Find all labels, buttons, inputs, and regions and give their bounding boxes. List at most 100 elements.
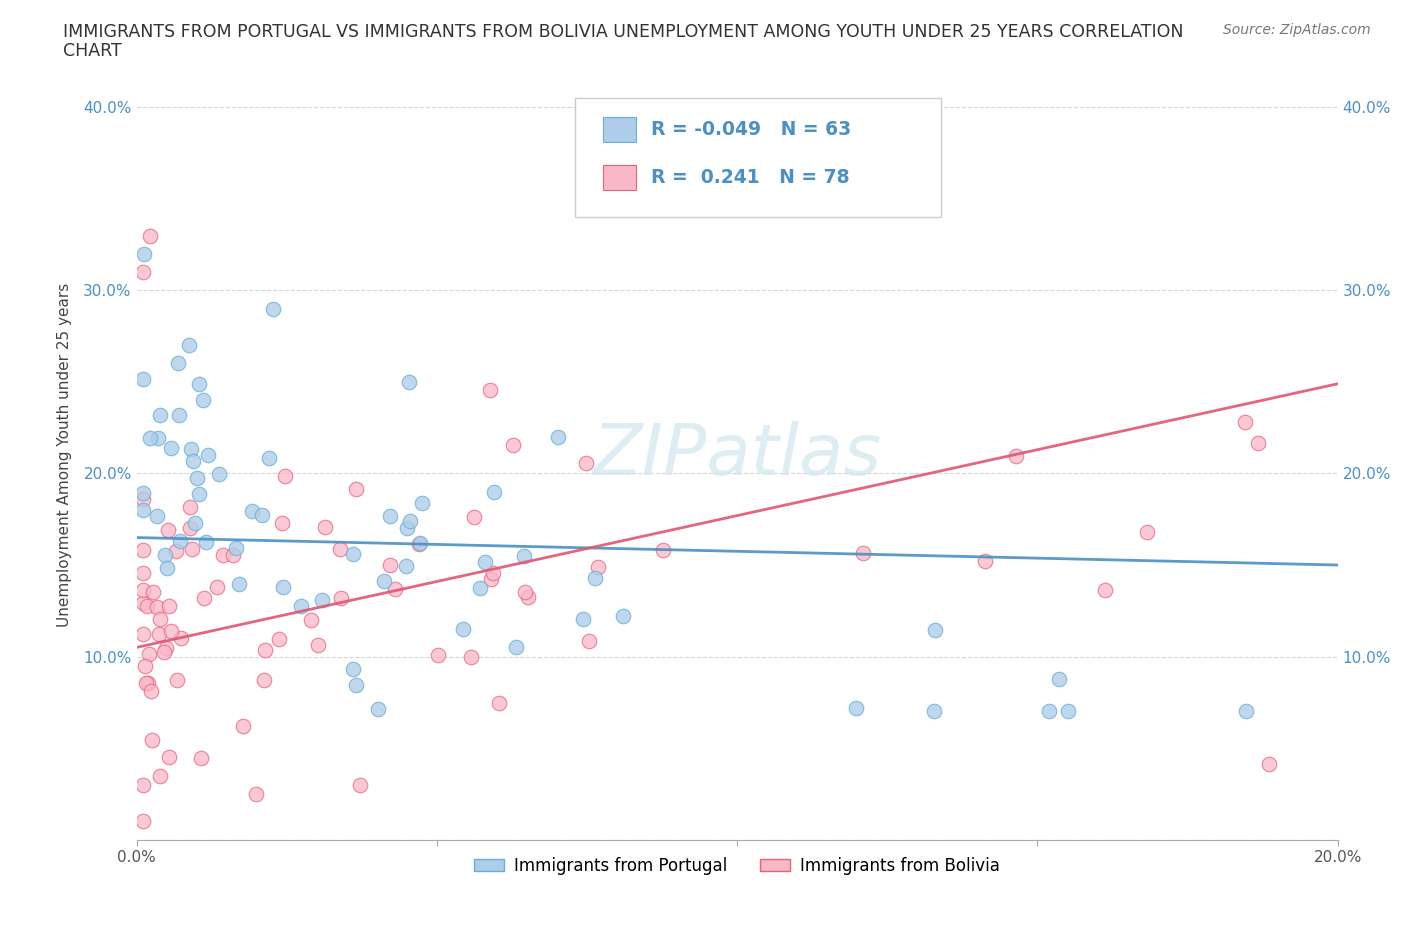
Point bbox=[547, 430, 569, 445]
Point bbox=[290, 599, 312, 614]
Point bbox=[169, 534, 191, 549]
Point bbox=[612, 608, 634, 623]
Point bbox=[505, 640, 527, 655]
Point bbox=[131, 542, 153, 557]
Point bbox=[344, 482, 367, 497]
Point bbox=[146, 509, 169, 524]
Point bbox=[384, 582, 406, 597]
Point bbox=[516, 590, 538, 604]
FancyBboxPatch shape bbox=[603, 166, 637, 190]
Text: CHART: CHART bbox=[63, 42, 122, 60]
Point bbox=[142, 585, 165, 600]
Point bbox=[252, 672, 274, 687]
Point bbox=[488, 695, 510, 710]
Point bbox=[183, 453, 205, 468]
Point bbox=[426, 647, 449, 662]
Point bbox=[222, 548, 245, 563]
Point bbox=[136, 599, 159, 614]
Point bbox=[253, 643, 276, 658]
Point bbox=[463, 510, 485, 525]
Point bbox=[148, 430, 170, 445]
Point bbox=[245, 787, 267, 802]
Point bbox=[193, 393, 215, 408]
Point bbox=[922, 704, 945, 719]
Point bbox=[262, 301, 284, 316]
Point bbox=[460, 650, 482, 665]
Text: R =  0.241   N = 78: R = 0.241 N = 78 bbox=[651, 168, 849, 187]
Point bbox=[157, 599, 180, 614]
Point bbox=[1234, 415, 1257, 430]
Point bbox=[513, 584, 536, 599]
Point bbox=[1094, 583, 1116, 598]
Point bbox=[267, 631, 290, 646]
Point bbox=[1258, 757, 1281, 772]
Point bbox=[131, 814, 153, 829]
Point bbox=[270, 515, 292, 530]
Point bbox=[242, 504, 264, 519]
Point bbox=[329, 541, 352, 556]
Point bbox=[651, 542, 673, 557]
Point bbox=[159, 440, 181, 455]
Point bbox=[149, 768, 172, 783]
Point bbox=[924, 622, 946, 637]
Point bbox=[1038, 704, 1060, 719]
Point bbox=[132, 502, 155, 517]
Point bbox=[845, 700, 868, 715]
Point bbox=[574, 456, 596, 471]
Point bbox=[131, 626, 153, 641]
Y-axis label: Unemployment Among Youth under 25 years: Unemployment Among Youth under 25 years bbox=[58, 283, 72, 628]
Text: ZIPatlas: ZIPatlas bbox=[593, 420, 882, 490]
Point bbox=[166, 355, 188, 370]
Point bbox=[141, 733, 163, 748]
Point bbox=[195, 535, 218, 550]
Point bbox=[583, 570, 606, 585]
Point bbox=[188, 486, 211, 501]
Point bbox=[1247, 435, 1270, 450]
FancyBboxPatch shape bbox=[575, 98, 941, 217]
Point bbox=[132, 486, 155, 501]
Point bbox=[342, 662, 364, 677]
Point bbox=[135, 675, 157, 690]
Point bbox=[342, 547, 364, 562]
Point bbox=[211, 547, 233, 562]
Point bbox=[329, 591, 352, 605]
Point bbox=[138, 646, 160, 661]
Point bbox=[131, 565, 153, 580]
Point bbox=[311, 593, 333, 608]
Point bbox=[373, 574, 395, 589]
Point bbox=[394, 559, 416, 574]
Point bbox=[478, 383, 501, 398]
FancyBboxPatch shape bbox=[603, 117, 637, 141]
Point bbox=[274, 469, 297, 484]
Point bbox=[131, 492, 153, 507]
Point bbox=[578, 633, 600, 648]
Point bbox=[153, 548, 176, 563]
Point bbox=[232, 719, 254, 734]
Point bbox=[228, 577, 250, 591]
Point bbox=[1004, 448, 1026, 463]
Point bbox=[149, 611, 172, 626]
Point bbox=[134, 659, 156, 674]
Point bbox=[470, 580, 492, 595]
Text: R = -0.049   N = 63: R = -0.049 N = 63 bbox=[651, 120, 851, 139]
Point bbox=[398, 375, 420, 390]
Point bbox=[1057, 704, 1080, 719]
Point bbox=[156, 561, 179, 576]
Point bbox=[131, 777, 153, 792]
Point bbox=[153, 644, 176, 659]
Point bbox=[160, 624, 183, 639]
Point bbox=[190, 751, 212, 765]
Point bbox=[482, 485, 505, 499]
Point bbox=[411, 496, 433, 511]
Point bbox=[155, 641, 177, 656]
Point bbox=[1136, 525, 1159, 539]
Point bbox=[299, 612, 322, 627]
Point bbox=[157, 522, 180, 537]
Point bbox=[409, 536, 432, 551]
Point bbox=[132, 246, 155, 261]
Legend: Immigrants from Portugal, Immigrants from Bolivia: Immigrants from Portugal, Immigrants fro… bbox=[467, 850, 1007, 882]
Point bbox=[197, 447, 219, 462]
Point bbox=[208, 466, 231, 481]
Point bbox=[482, 565, 505, 580]
Point bbox=[257, 450, 280, 465]
